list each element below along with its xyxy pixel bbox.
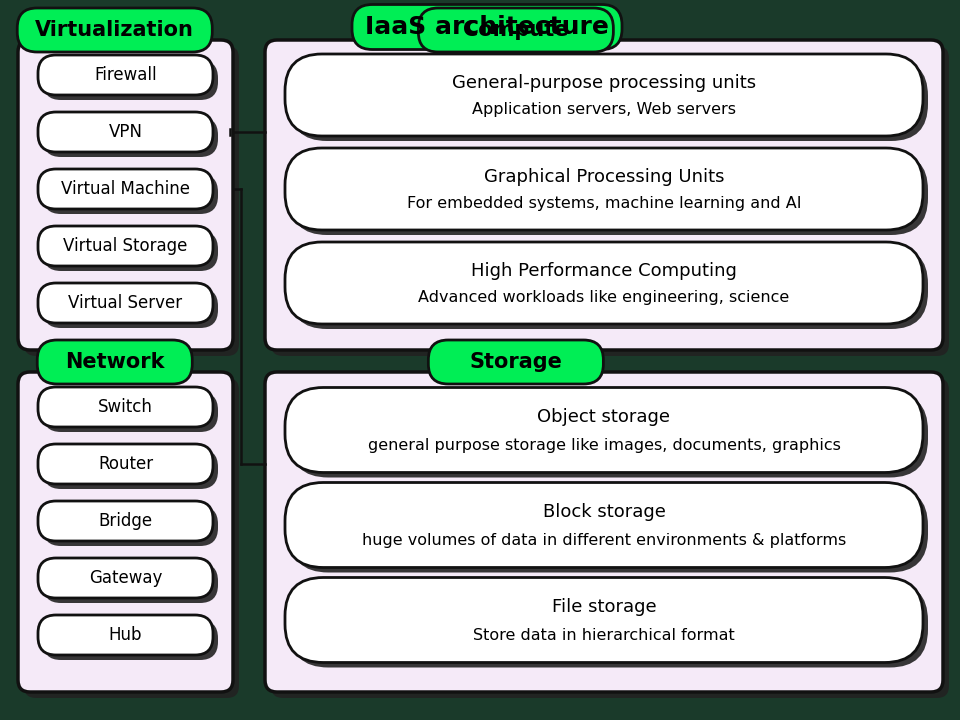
Text: For embedded systems, machine learning and AI: For embedded systems, machine learning a… bbox=[407, 197, 802, 211]
FancyBboxPatch shape bbox=[285, 387, 923, 472]
Text: Object storage: Object storage bbox=[538, 408, 670, 426]
Text: VPN: VPN bbox=[108, 123, 142, 141]
Text: File storage: File storage bbox=[552, 598, 657, 616]
FancyBboxPatch shape bbox=[38, 558, 213, 598]
Text: Storage: Storage bbox=[469, 352, 563, 372]
Text: Graphical Processing Units: Graphical Processing Units bbox=[484, 168, 724, 186]
FancyBboxPatch shape bbox=[38, 501, 213, 541]
FancyBboxPatch shape bbox=[18, 372, 233, 692]
FancyBboxPatch shape bbox=[43, 174, 218, 214]
FancyBboxPatch shape bbox=[271, 378, 949, 698]
FancyBboxPatch shape bbox=[290, 247, 928, 329]
Text: Application servers, Web servers: Application servers, Web servers bbox=[472, 102, 736, 117]
FancyBboxPatch shape bbox=[352, 4, 622, 50]
Text: General-purpose processing units: General-purpose processing units bbox=[452, 73, 756, 91]
FancyBboxPatch shape bbox=[18, 40, 233, 350]
FancyBboxPatch shape bbox=[43, 563, 218, 603]
Text: Block storage: Block storage bbox=[542, 503, 665, 521]
Text: Hub: Hub bbox=[108, 626, 142, 644]
FancyBboxPatch shape bbox=[43, 392, 218, 432]
Text: Virtual Server: Virtual Server bbox=[68, 294, 182, 312]
Text: Virtualization: Virtualization bbox=[36, 20, 194, 40]
FancyBboxPatch shape bbox=[271, 46, 949, 356]
Text: Store data in hierarchical format: Store data in hierarchical format bbox=[473, 628, 734, 643]
FancyBboxPatch shape bbox=[43, 117, 218, 157]
Text: huge volumes of data in different environments & platforms: huge volumes of data in different enviro… bbox=[362, 533, 846, 548]
FancyBboxPatch shape bbox=[285, 54, 923, 136]
FancyBboxPatch shape bbox=[38, 387, 213, 427]
Text: Bridge: Bridge bbox=[99, 512, 153, 530]
Text: Gateway: Gateway bbox=[89, 569, 162, 587]
Text: Virtual Machine: Virtual Machine bbox=[61, 180, 190, 198]
FancyBboxPatch shape bbox=[285, 148, 923, 230]
Text: general purpose storage like images, documents, graphics: general purpose storage like images, doc… bbox=[368, 438, 840, 453]
FancyBboxPatch shape bbox=[38, 112, 213, 152]
FancyBboxPatch shape bbox=[43, 449, 218, 489]
FancyBboxPatch shape bbox=[285, 242, 923, 324]
Text: Advanced workloads like engineering, science: Advanced workloads like engineering, sci… bbox=[419, 290, 790, 305]
Text: Network: Network bbox=[65, 352, 164, 372]
FancyBboxPatch shape bbox=[17, 8, 212, 52]
FancyBboxPatch shape bbox=[290, 487, 928, 572]
FancyBboxPatch shape bbox=[290, 392, 928, 477]
Text: Virtual Storage: Virtual Storage bbox=[63, 237, 188, 255]
Text: Switch: Switch bbox=[98, 398, 153, 416]
FancyBboxPatch shape bbox=[43, 288, 218, 328]
FancyBboxPatch shape bbox=[38, 169, 213, 209]
FancyBboxPatch shape bbox=[38, 615, 213, 655]
Text: Router: Router bbox=[98, 455, 153, 473]
FancyBboxPatch shape bbox=[43, 620, 218, 660]
FancyBboxPatch shape bbox=[285, 577, 923, 662]
FancyBboxPatch shape bbox=[38, 55, 213, 95]
FancyBboxPatch shape bbox=[265, 372, 943, 692]
FancyBboxPatch shape bbox=[290, 582, 928, 667]
FancyBboxPatch shape bbox=[38, 444, 213, 484]
FancyBboxPatch shape bbox=[43, 231, 218, 271]
FancyBboxPatch shape bbox=[38, 283, 213, 323]
FancyBboxPatch shape bbox=[265, 40, 943, 350]
FancyBboxPatch shape bbox=[285, 482, 923, 567]
FancyBboxPatch shape bbox=[428, 340, 603, 384]
Text: Firewall: Firewall bbox=[94, 66, 156, 84]
Text: Compute: Compute bbox=[463, 20, 568, 40]
FancyBboxPatch shape bbox=[43, 60, 218, 100]
FancyBboxPatch shape bbox=[419, 8, 613, 52]
FancyBboxPatch shape bbox=[24, 46, 239, 356]
FancyBboxPatch shape bbox=[290, 153, 928, 235]
FancyBboxPatch shape bbox=[24, 378, 239, 698]
FancyBboxPatch shape bbox=[43, 506, 218, 546]
Text: IaaS architecture: IaaS architecture bbox=[365, 15, 609, 39]
FancyBboxPatch shape bbox=[38, 226, 213, 266]
FancyBboxPatch shape bbox=[290, 59, 928, 141]
FancyBboxPatch shape bbox=[37, 340, 192, 384]
Text: High Performance Computing: High Performance Computing bbox=[471, 261, 737, 279]
